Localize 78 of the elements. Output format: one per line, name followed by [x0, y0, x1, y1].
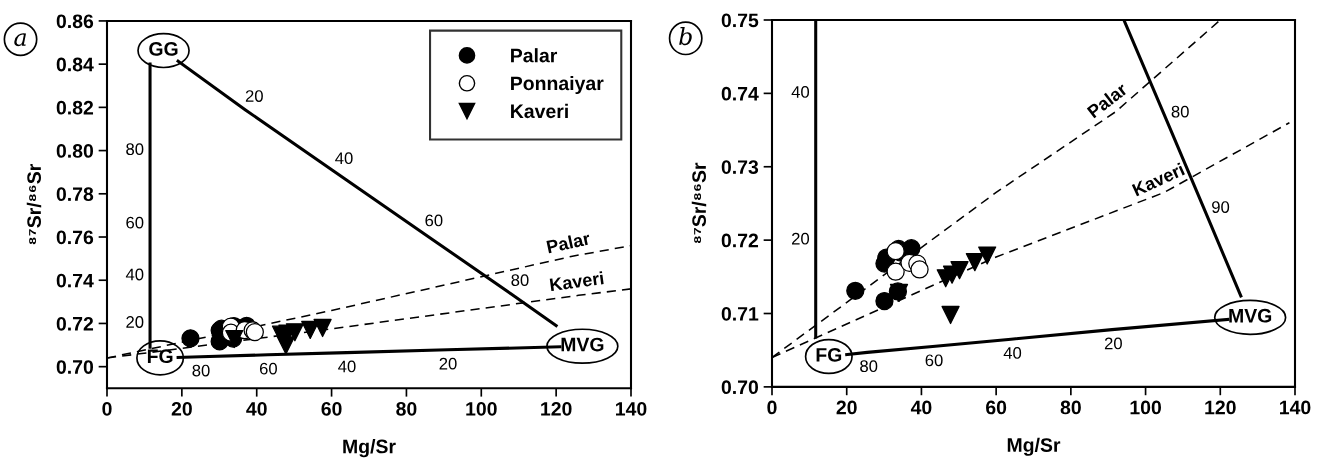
x-tick-label: 0 — [102, 401, 112, 416]
point — [875, 291, 894, 311]
annotation: 80 — [1171, 105, 1189, 118]
annotation: 80 — [126, 143, 144, 156]
legend-label: Kaveri — [511, 103, 568, 119]
y-tick-label: 0.70 — [721, 380, 759, 395]
y-tick-label: 0.72 — [721, 233, 759, 248]
y-tick-label: 0.72 — [56, 316, 94, 331]
annotation: 60 — [425, 214, 443, 227]
x-tick-label: 80 — [1060, 400, 1081, 415]
y-tick-label: 0.73 — [721, 160, 759, 175]
x-tick-label: 140 — [616, 401, 647, 416]
x-axis-title: Mg/Sr — [343, 439, 396, 458]
x-tick-label: 80 — [396, 401, 417, 416]
annotation: GG — [149, 42, 178, 56]
annotation: 80 — [192, 364, 210, 377]
x-tick-label: 60 — [321, 401, 342, 416]
point — [313, 318, 332, 338]
text: a — [14, 33, 26, 47]
annotation: 20 — [126, 316, 144, 328]
annotation: 80 — [511, 274, 529, 286]
annotation: 40 — [335, 152, 353, 165]
y-tick-label: 0.82 — [56, 100, 94, 115]
point — [910, 260, 929, 279]
annotation: 40 — [125, 268, 144, 281]
y-tick-label: 0.74 — [721, 86, 759, 101]
legend-label: Palar — [511, 48, 558, 63]
point — [941, 305, 960, 325]
x-tick-label: 0 — [767, 400, 777, 415]
annotation: Palar — [546, 231, 591, 254]
annotation: 60 — [925, 354, 943, 367]
annotation: 20 — [792, 232, 810, 245]
annotation: 40 — [1003, 347, 1022, 359]
annotation: 20 — [1104, 337, 1122, 350]
x-tick-label: 120 — [541, 401, 572, 416]
y-tick-label: 0.75 — [721, 13, 759, 28]
point — [965, 253, 984, 272]
annotation: 20 — [245, 90, 263, 102]
annotation: Kaveri — [549, 271, 604, 292]
y-tick-label: 0.80 — [56, 144, 94, 158]
x-axis-title: Mg/Sr — [1007, 437, 1061, 456]
x-tick-label: 40 — [910, 400, 932, 415]
x-tick-label: 60 — [986, 400, 1007, 415]
point — [276, 336, 296, 355]
y-axis-title: ⁸⁷Sr/⁸⁶Sr — [26, 163, 42, 245]
x-tick-label: 100 — [1130, 400, 1161, 415]
annotation: FG — [147, 349, 173, 364]
legend-label: Ponnaiyar — [511, 76, 604, 95]
annotation: 60 — [126, 216, 144, 229]
x-tick-label: 120 — [1205, 400, 1236, 415]
y-tick-label: 0.78 — [56, 187, 94, 202]
y-axis-title: ⁸⁷Sr/⁸⁶Sr — [691, 162, 707, 244]
point — [285, 323, 305, 342]
annotation: MVG — [561, 337, 604, 352]
annotation: MVG — [1229, 308, 1272, 323]
annotation: 40 — [338, 360, 356, 373]
x-tick-label: 20 — [836, 400, 857, 415]
annotation: 60 — [259, 362, 277, 375]
y-tick-label: 0.74 — [56, 273, 94, 288]
y-tick-label: 0.86 — [56, 14, 94, 29]
y-tick-label: 0.71 — [721, 306, 759, 321]
point — [978, 246, 997, 265]
annotation: 20 — [439, 357, 457, 370]
point — [950, 261, 969, 280]
point — [181, 329, 200, 348]
annotation: 80 — [860, 360, 878, 373]
annotation: 40 — [791, 86, 810, 98]
text: b — [679, 26, 692, 46]
annotation: 90 — [1212, 201, 1230, 213]
x-tick-label: 40 — [246, 401, 267, 416]
y-tick-label: 0.76 — [56, 230, 94, 245]
y-tick-label: 0.70 — [56, 360, 94, 374]
x-tick-label: 20 — [171, 401, 192, 416]
x-tick-label: 100 — [466, 401, 497, 416]
x-tick-label: 140 — [1280, 400, 1311, 415]
y-tick-label: 0.84 — [56, 57, 94, 72]
point — [846, 281, 865, 300]
annotation: FG — [816, 347, 842, 362]
